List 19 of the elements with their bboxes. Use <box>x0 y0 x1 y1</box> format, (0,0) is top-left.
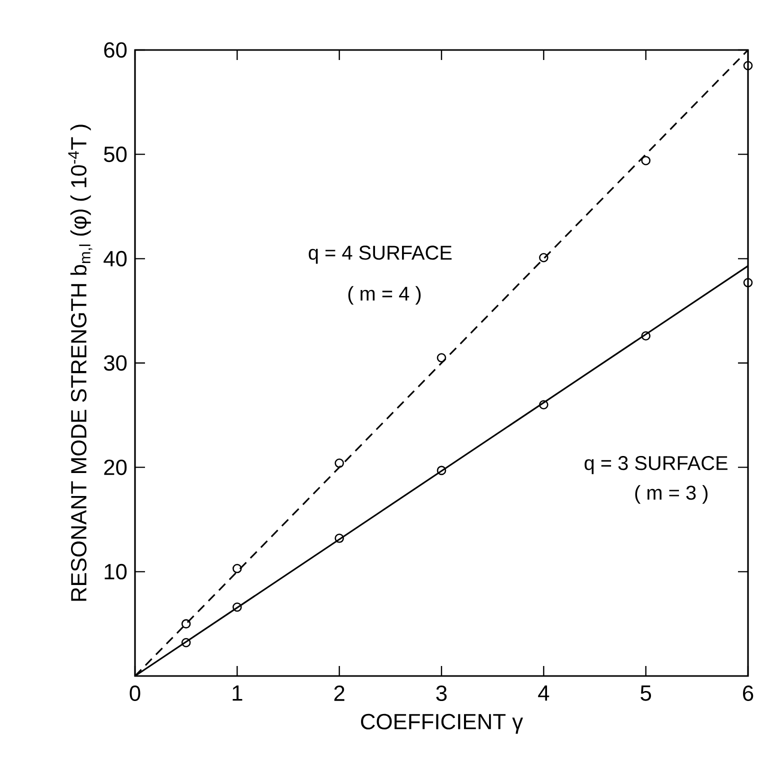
annotation: ( m = 3 ) <box>635 485 708 504</box>
x-axis-title: COEFFICIENT γ <box>361 714 524 734</box>
annotation: q = 3 SURFACE <box>584 456 728 474</box>
x-tick-label: 1 <box>232 686 242 701</box>
y-tick-label: 20 <box>104 460 127 476</box>
x-tick-label: 6 <box>743 686 754 702</box>
x-tick-label: 5 <box>640 686 652 701</box>
y-axis-title: RESONANT MODE STRENGTH b$_{m,l}$ (φ) ( 10$^{-4}$T ) <box>68 124 92 601</box>
y-tick-label: 30 <box>104 355 127 371</box>
y-tick-label: 40 <box>104 250 127 266</box>
y-tick-label: 60 <box>104 42 127 58</box>
x-tick-label: 2 <box>334 686 344 701</box>
x-tick-label: 4 <box>538 686 550 701</box>
y-tick-label: 50 <box>104 146 127 162</box>
annotation: q = 4 SURFACE <box>308 246 452 264</box>
annotation: ( m = 4 ) <box>348 286 421 305</box>
y-tick-label: 10 <box>104 564 127 580</box>
x-tick-label: 3 <box>436 686 447 702</box>
x-tick-label: 0 <box>130 686 140 702</box>
